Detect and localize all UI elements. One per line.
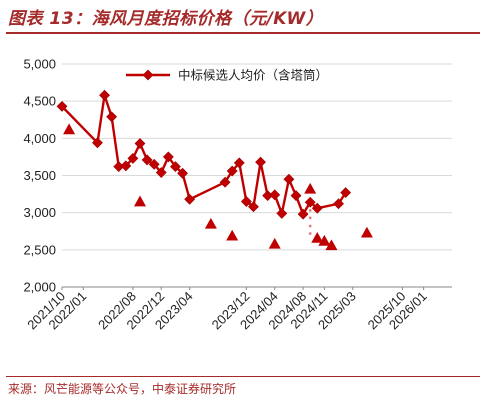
series-point [311,202,323,214]
legend-marker [142,69,154,81]
series-point [141,154,153,166]
y-tick-label: 4,000 [23,131,56,146]
series-point [269,189,281,201]
series-point [240,196,252,207]
series-point [297,208,309,220]
dotted-point [308,224,312,228]
series-point [56,100,68,112]
y-tick-label: 4,500 [23,94,56,109]
legend-label: 中标候选人均价（含塔筒） [178,68,328,83]
series-point [99,89,110,101]
triangle-point [304,182,317,194]
series-point [127,152,139,164]
series-point [219,176,231,188]
y-tick-label: 3,000 [23,205,56,220]
series-point [248,201,259,213]
series-point [170,161,181,173]
chart-area: 2,0002,5003,0003,5004,0004,5005,0002021/… [23,57,452,332]
triangle-point [360,226,373,238]
series-point [333,198,344,210]
series-point [276,207,288,219]
series-point [283,173,295,185]
triangle-point [268,237,281,249]
y-tick-label: 2,000 [23,280,56,295]
triangle-point [325,239,338,251]
series-point [304,196,316,208]
series-point [184,193,196,205]
y-tick-label: 2,500 [23,242,56,257]
legend: 中标候选人均价（含塔筒） [126,68,328,83]
series-layer [56,89,373,251]
series-point [148,158,160,170]
title-divider [6,32,480,34]
source-divider [6,376,480,377]
series-point [92,137,103,149]
grid-layer [62,63,452,251]
axis-layer: 2,0002,5003,0003,5004,0004,5005,0002021/… [23,57,452,332]
triangle-point [134,195,146,207]
series-point [134,138,146,149]
dotted-point [308,209,312,212]
series-line [61,94,347,216]
series-point [120,160,132,172]
y-tick-label: 3,500 [23,168,56,183]
triangle-point [204,217,217,229]
series-point [106,111,118,123]
triangle-point [318,234,331,246]
series-point [226,165,238,177]
series-point [233,157,245,169]
dotted-point [308,232,312,235]
series-point [255,156,266,168]
series-point [340,187,352,199]
series-point [290,190,302,201]
triangle-point [311,231,324,243]
triangle-point [63,123,76,135]
series-point [162,151,174,163]
triangle-point [226,229,239,241]
source-note: 来源：风芒能源等公众号，中泰证券研究所 [8,382,237,396]
series-point [177,167,188,179]
y-tick-label: 5,000 [23,57,56,72]
chart-title: 图表 13：海风月度招标价格（元/KW） [8,9,324,29]
dotted-point [308,216,312,220]
series-point [155,167,167,178]
